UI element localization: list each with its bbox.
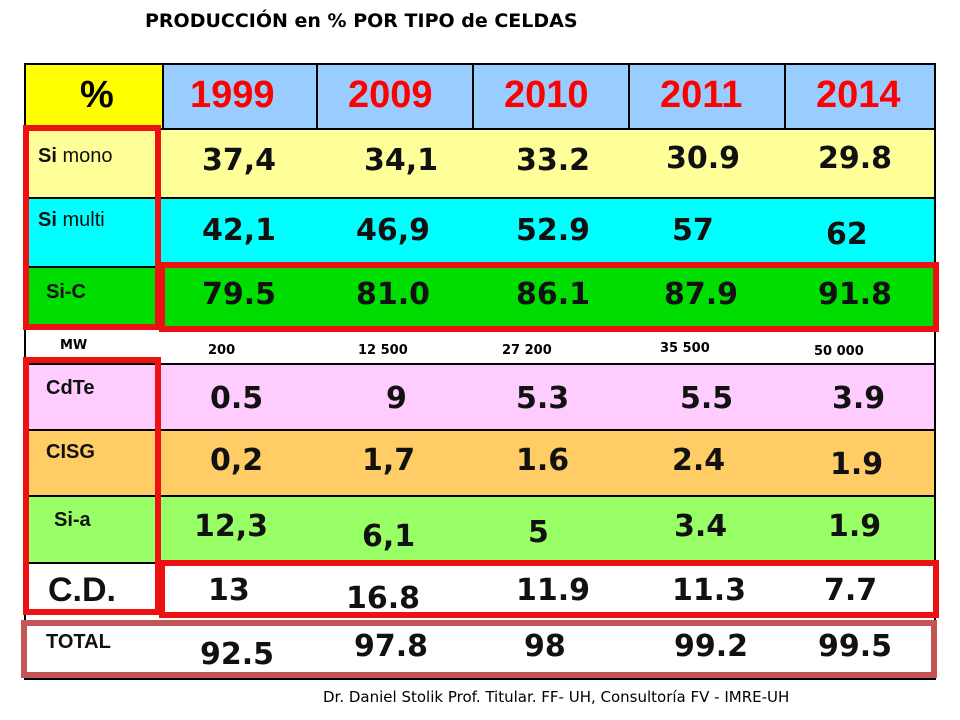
cell-value: 34,1 <box>364 143 439 178</box>
header-year: 2014 <box>816 74 901 116</box>
header-year: 2011 <box>660 74 743 116</box>
cell-value: 46,9 <box>356 213 431 248</box>
row-label: MW <box>60 338 88 353</box>
cell-value: 97.8 <box>354 629 429 664</box>
cell-value: 2.4 <box>672 443 726 478</box>
cell-value: 3.4 <box>674 509 728 544</box>
cell-value: 57 <box>672 213 714 248</box>
header-corner-cell: % <box>26 65 162 128</box>
cell-value: 16.8 <box>346 581 421 616</box>
header-corner-label: % <box>80 74 114 116</box>
row-si-mono <box>26 130 934 197</box>
cell-value: 1.9 <box>830 447 884 482</box>
cell-value: 6,1 <box>362 519 416 554</box>
cell-value: 50 000 <box>814 344 864 359</box>
cell-value: 11.9 <box>516 573 591 608</box>
cell-value: 99.5 <box>818 629 893 664</box>
row-si-a <box>26 497 934 562</box>
cell-value: 1.9 <box>828 509 882 544</box>
row-mw <box>26 330 934 363</box>
row-label: C.D. <box>48 571 116 609</box>
row-label-text: mono <box>56 145 113 167</box>
header-year-cell: 2010 <box>474 65 628 128</box>
cell-value: 29.8 <box>818 141 893 176</box>
highlight-box-silicon-labels <box>23 125 161 330</box>
row-label: Si-a <box>54 509 91 531</box>
cell-value: 5 <box>528 515 549 550</box>
row-total <box>26 622 934 678</box>
header-year: 2010 <box>504 74 589 116</box>
footer-credit: Dr. Daniel Stolik Prof. Titular. FF- UH,… <box>323 688 790 706</box>
highlight-box-cd-values <box>159 560 939 618</box>
highlight-box-thin-film-labels <box>23 357 161 615</box>
highlight-box-si-c-values <box>159 262 939 332</box>
cell-value: 7.7 <box>824 573 878 608</box>
production-table: % 1999 2009 2010 2011 2014 Si mono 37,4 … <box>24 63 936 680</box>
row-cdte <box>26 365 934 429</box>
cell-value: 1,7 <box>362 443 416 478</box>
cell-value: 35 500 <box>660 341 710 356</box>
cell-value: 12,3 <box>194 509 269 544</box>
header-year-cell: 2009 <box>318 65 472 128</box>
row-label: Si multi <box>38 209 105 232</box>
cell-value: 86.1 <box>516 277 591 312</box>
row-si-multi <box>26 199 934 266</box>
cell-value: 81.0 <box>356 277 431 312</box>
cell-value: 52.9 <box>516 213 591 248</box>
row-label: CdTe <box>46 377 95 399</box>
cell-value: 5.5 <box>680 381 734 416</box>
cell-value: 92.5 <box>200 637 275 672</box>
row-si-c <box>26 268 934 328</box>
row-label-symbol: Si <box>38 209 57 231</box>
cell-value: 27 200 <box>502 343 552 358</box>
header-year-cell: 2014 <box>786 65 934 128</box>
cell-value: 98 <box>524 629 566 664</box>
cell-value: 13 <box>208 573 250 608</box>
row-label: Si mono <box>38 145 113 168</box>
cell-value: 3.9 <box>832 381 886 416</box>
cell-value: 42,1 <box>202 213 277 248</box>
header-year-cell: 2011 <box>630 65 784 128</box>
cell-value: 12 500 <box>358 343 408 358</box>
cell-value: 79.5 <box>202 277 277 312</box>
cell-value: 91.8 <box>818 277 893 312</box>
cell-value: 0.5 <box>210 381 264 416</box>
cell-value: 30.9 <box>666 141 741 176</box>
cell-value: 62 <box>826 217 868 252</box>
highlight-box-total-row <box>21 620 937 678</box>
cell-value: 99.2 <box>674 629 749 664</box>
row-label-text: multi <box>56 209 105 231</box>
row-label: Si-C <box>46 281 86 303</box>
header-year: 2009 <box>348 74 433 116</box>
cell-value: 33.2 <box>516 143 591 178</box>
row-cisg <box>26 431 934 495</box>
row-label: TOTAL <box>46 631 111 653</box>
slide-title: PRODUCCIÓN en % POR TIPO de CELDAS <box>145 10 578 32</box>
row-cd <box>26 564 934 620</box>
cell-value: 11.3 <box>672 573 747 608</box>
cell-value: 9 <box>386 381 407 416</box>
cell-value: 37,4 <box>202 143 277 178</box>
cell-value: 200 <box>208 343 236 358</box>
cell-value: 5.3 <box>516 381 570 416</box>
header-year-cell: 1999 <box>164 65 316 128</box>
row-label-symbol: Si <box>38 145 57 167</box>
row-label: CISG <box>46 441 95 463</box>
header-year: 1999 <box>190 74 275 116</box>
cell-value: 0,2 <box>210 443 264 478</box>
cell-value: 87.9 <box>664 277 739 312</box>
cell-value: 1.6 <box>516 443 570 478</box>
